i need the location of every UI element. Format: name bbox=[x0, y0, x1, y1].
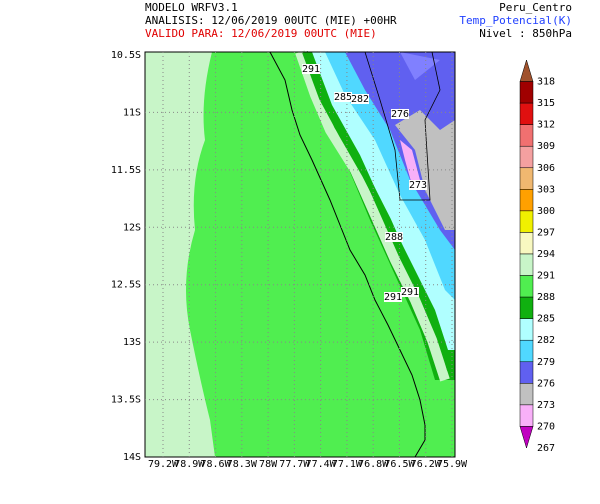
colorbar-cell bbox=[519, 124, 534, 147]
colorbar-label: 282 bbox=[537, 335, 555, 346]
colorbar-label: 288 bbox=[537, 292, 555, 303]
labels: 10.5S11S11.5S12S12.5S13S13.5S14S79.2W78.… bbox=[111, 50, 555, 470]
lon-label: 75.9W bbox=[437, 459, 468, 470]
lon-label: 78.6W bbox=[200, 459, 231, 470]
colorbar-cell bbox=[519, 426, 534, 449]
colorbar-label: 303 bbox=[537, 184, 555, 195]
colorbar-label: 309 bbox=[537, 141, 555, 152]
colorbar-cell bbox=[519, 296, 534, 319]
contour-label: 291 bbox=[384, 292, 402, 303]
colorbar-cell bbox=[519, 81, 534, 104]
contour-label-box bbox=[351, 94, 369, 104]
level: Nivel : 850hPa bbox=[479, 27, 572, 40]
colorbar-cell bbox=[519, 383, 534, 406]
colorbar-cell bbox=[519, 232, 534, 255]
colorbar-label: 276 bbox=[537, 378, 555, 389]
colorbar-label: 285 bbox=[537, 314, 555, 325]
colorbar-label: 315 bbox=[537, 98, 555, 109]
colorbar-cell bbox=[519, 189, 534, 212]
lat-label: 10.5S bbox=[111, 50, 141, 61]
colorbar-cell bbox=[519, 210, 534, 233]
lon-label: 76.2W bbox=[411, 459, 442, 470]
contour-label: 291 bbox=[302, 64, 320, 75]
colorbar-cell bbox=[519, 339, 534, 363]
colorbar-label: 291 bbox=[537, 271, 555, 282]
lon-label: 78W bbox=[259, 459, 278, 470]
frame bbox=[144, 51, 456, 458]
colorbar-cell bbox=[519, 102, 534, 125]
contour-label-box bbox=[409, 180, 427, 190]
colorbar-label: 273 bbox=[537, 400, 555, 411]
lon-label: 77.7W bbox=[279, 459, 310, 470]
contour-label-box bbox=[302, 64, 320, 74]
contour-label-box bbox=[391, 109, 409, 119]
colorbar-label: 279 bbox=[537, 357, 555, 368]
contour-label-box bbox=[385, 232, 403, 242]
lat-label: 14S bbox=[123, 452, 141, 463]
lat-label: 13S bbox=[123, 337, 141, 348]
colorbar-cell bbox=[519, 253, 534, 276]
contour-label: 285 bbox=[334, 92, 352, 103]
contour-label-box bbox=[334, 92, 352, 102]
colorbar-cell bbox=[519, 361, 534, 384]
lon-label: 76.5W bbox=[384, 459, 415, 470]
valid: VALIDO PARA: 12/06/2019 00UTC (MIE) bbox=[145, 27, 377, 40]
lat-label: 11S bbox=[123, 107, 141, 118]
lon-label: 78.9W bbox=[174, 459, 205, 470]
analysis: ANALISIS: 12/06/2019 00UTC (MIE) +00HR bbox=[145, 14, 397, 27]
lon-label: 76.8W bbox=[358, 459, 389, 470]
contour-label-box bbox=[401, 287, 419, 297]
contour-label: 288 bbox=[385, 232, 403, 243]
contour-label-box bbox=[384, 292, 402, 302]
colorbar-label: 270 bbox=[537, 421, 555, 432]
lat-label: 13.5S bbox=[111, 395, 141, 406]
colorbar-cell bbox=[519, 145, 534, 169]
domain: Peru_Centro bbox=[499, 1, 572, 14]
model: MODELO WRFV3.1 bbox=[145, 1, 238, 14]
contour-label: 273 bbox=[409, 180, 427, 191]
contour-label: 282 bbox=[351, 94, 369, 105]
coastline bbox=[269, 51, 441, 458]
colorbar-label: 318 bbox=[537, 77, 555, 88]
lat-label: 12.5S bbox=[111, 280, 141, 291]
colorbar-label: 297 bbox=[537, 227, 555, 238]
colorbar-label: 300 bbox=[537, 206, 555, 217]
colorbar-cell bbox=[519, 318, 534, 341]
colorbar-cell bbox=[519, 275, 534, 298]
colorbar-cell bbox=[519, 404, 534, 427]
lon-label: 79.2W bbox=[148, 459, 179, 470]
lat-label: 12S bbox=[123, 222, 141, 233]
lon-label: 77.1W bbox=[332, 459, 363, 470]
colorbar-label: 294 bbox=[537, 249, 555, 260]
lon-label: 78.3W bbox=[227, 459, 258, 470]
colorbar-label: 267 bbox=[537, 443, 555, 454]
variable: Temp_Potencial(K) bbox=[459, 14, 572, 27]
lat-label: 11.5S bbox=[111, 165, 141, 176]
colorbar-cell bbox=[519, 59, 534, 82]
contour-label: 291 bbox=[401, 287, 419, 298]
colorbar-cell bbox=[519, 167, 534, 190]
colorbar-label: 312 bbox=[537, 120, 555, 131]
contour-label: 276 bbox=[391, 109, 409, 120]
colorbar-label: 306 bbox=[537, 163, 555, 174]
lon-label: 77.4W bbox=[306, 459, 337, 470]
